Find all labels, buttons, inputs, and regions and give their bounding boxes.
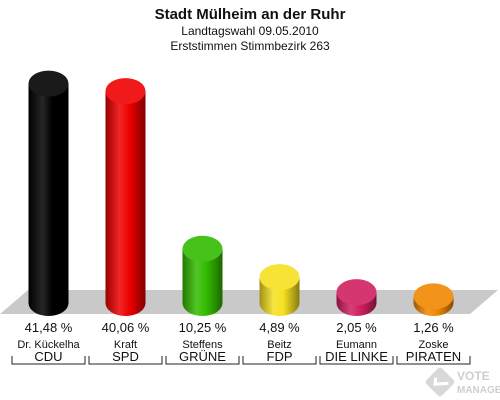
category-label: CDU	[34, 349, 62, 364]
category-bracket	[88, 356, 163, 365]
value-label: 1,26 %	[413, 320, 454, 335]
category-bracket	[165, 356, 240, 365]
logo-text-manager: MANAGER	[457, 385, 500, 396]
candidate-label: Dr. Kückelha	[17, 339, 80, 351]
category-label: SPD	[112, 349, 139, 364]
value-label: 41,48 %	[25, 320, 73, 335]
candidate-label: Eumann	[336, 339, 377, 351]
bar-cap-1	[105, 78, 146, 105]
category-label: PIRATEN	[406, 349, 461, 364]
candidate-label: Kraft	[114, 339, 137, 351]
bar-cdu	[28, 83, 69, 316]
category-bracket	[11, 356, 86, 365]
logo-text-vote: VOTE	[457, 369, 490, 383]
category-label: FDP	[267, 349, 293, 364]
candidate-label: Beitz	[267, 339, 291, 351]
value-label: 40,06 %	[102, 320, 150, 335]
bar-spd	[105, 91, 146, 317]
category-label: DIE LINKE	[325, 349, 388, 364]
vote-manager-logo: VOTE MANAGER	[425, 367, 500, 397]
value-label: 10,25 %	[179, 320, 227, 335]
bar-cap-0	[28, 70, 69, 97]
category-label: GRÜNE	[179, 349, 226, 364]
bar-cap-5	[413, 283, 454, 310]
value-label: 2,05 %	[336, 320, 377, 335]
value-label: 4,89 %	[259, 320, 300, 335]
chart-title: Stadt Mülheim an der Ruhr	[155, 6, 346, 23]
category-bracket	[242, 356, 317, 365]
candidate-label: Steffens	[182, 339, 223, 351]
bar-cap-2	[182, 235, 223, 262]
bar-cap-4	[336, 279, 377, 306]
chart-subtitle: Landtagswahl 09.05.2010	[181, 24, 319, 38]
bar-cap-3	[259, 264, 300, 291]
chart-subtitle-2: Erststimmen Stimmbezirk 263	[170, 39, 330, 53]
category-bracket	[396, 356, 471, 365]
category-bracket	[319, 356, 394, 365]
bars-group	[28, 70, 454, 317]
bar-gr-ne	[182, 248, 223, 316]
candidate-label: Zoske	[419, 339, 449, 351]
